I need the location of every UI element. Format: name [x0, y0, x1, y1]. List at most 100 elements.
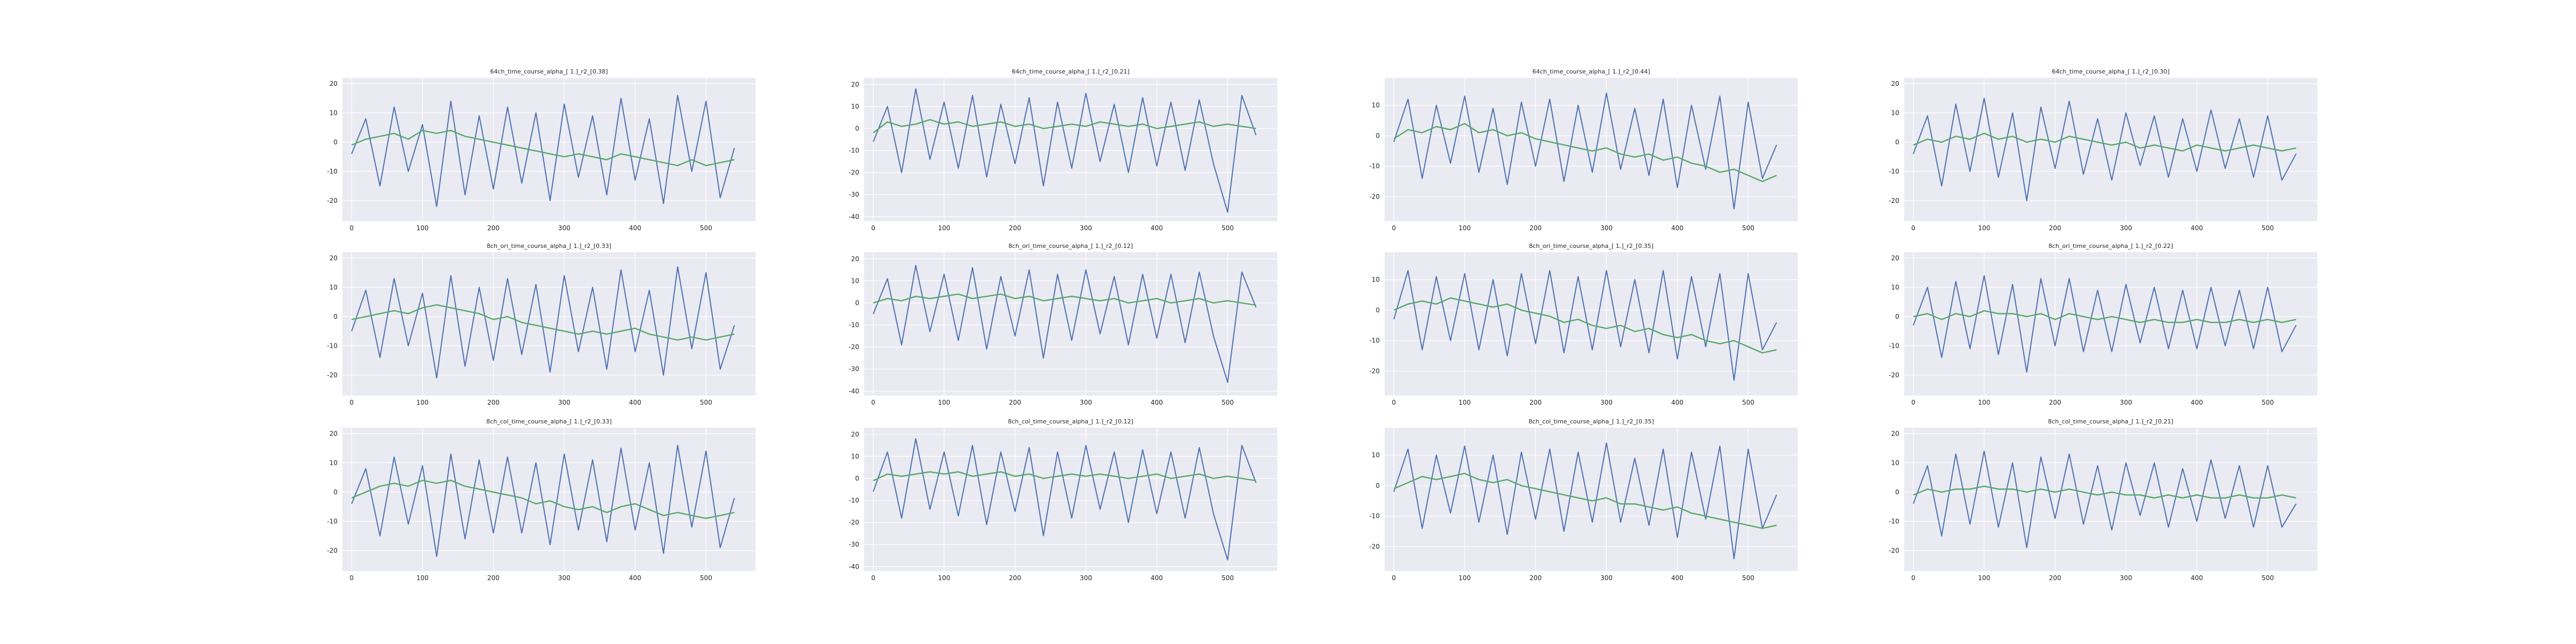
y-tick-label: 10 [330, 109, 338, 116]
plot-area [864, 252, 1277, 396]
x-tick-label: 400 [1151, 574, 1163, 582]
x-tick-label: 200 [487, 224, 500, 232]
subplot-4: 0 100 200 300 400 500 -20 -10 0 10 20 64ch_time_cou… [1872, 66, 2323, 237]
x-tick-label: 300 [1080, 399, 1092, 406]
subplot-svg: 0 100 200 300 400 500 -40 -30 -20 -10 0 10 20 8ch_col… [848, 418, 1277, 582]
y-tick-label: 10 [1372, 101, 1380, 109]
subplot-title: 8ch_col_time_course_alpha_[ 1.]_r2_[0.12… [1008, 418, 1133, 425]
y-tick-label: 10 [851, 103, 859, 110]
x-tick-label: 100 [1978, 224, 1990, 232]
y-tick-label: -30 [848, 541, 859, 548]
x-tick-label: 0 [871, 399, 875, 406]
y-tick-label: -10 [1889, 342, 1899, 349]
subplot-title: 8ch_col_time_course_alpha_[ 1.]_r2_[0.21… [2048, 418, 2174, 425]
y-tick-label: -40 [848, 213, 859, 221]
x-tick-label: 0 [871, 574, 875, 582]
y-tick-label: -20 [1889, 197, 1899, 204]
x-tick-label: 500 [1221, 574, 1234, 582]
x-tick-label: 100 [1459, 399, 1471, 406]
x-tick-label: 400 [629, 224, 641, 232]
series-line-2 [1393, 297, 1777, 354]
x-tick-label: 400 [2191, 399, 2203, 406]
y-tick-label: -20 [327, 371, 338, 379]
x-tick-label: 300 [2120, 574, 2132, 582]
subplot-9: 0 100 200 300 400 500 -20 -10 0 10 20 8ch_col_time_… [310, 416, 761, 587]
y-tick-label: -10 [848, 147, 859, 155]
y-tick-label: -40 [848, 563, 859, 570]
plot-area [1385, 78, 1798, 221]
y-tick-label: -20 [327, 197, 338, 204]
x-tick-label: 0 [1392, 399, 1396, 406]
y-tick-label: 0 [855, 125, 859, 132]
x-tick-label: 100 [1978, 574, 1990, 582]
x-tick-label: 400 [2191, 224, 2203, 232]
series-line-1 [1393, 270, 1777, 381]
series-line-1 [873, 88, 1257, 213]
subplot-title: 8ch_col_time_course_alpha_[ 1.]_r2_[0.35… [1528, 418, 1654, 425]
x-tick-label: 100 [1459, 574, 1471, 582]
subplot-2: 0 100 200 300 400 500 -40 -30 -20 -10 0 10 20 64ch_ti… [832, 66, 1283, 237]
subplot-3: 0 100 200 300 400 500 -20 -10 0 10 64ch_time_cours… [1352, 66, 1803, 237]
series-line-1 [1913, 275, 2297, 373]
x-tick-label: 500 [700, 224, 712, 232]
subplot-svg: 0 100 200 300 400 500 -20 -10 0 10 20 8ch_ori_time_… [327, 243, 756, 406]
y-tick-label: 0 [333, 488, 338, 496]
y-tick-label: -10 [327, 517, 338, 525]
subplot-5: 0 100 200 300 400 500 -20 -10 0 10 20 8ch_ori_time_… [310, 240, 761, 412]
y-tick-label: 20 [851, 255, 859, 262]
subplot-svg: 0 100 200 300 400 500 -20 -10 0 10 64ch_time_cours… [1369, 68, 1798, 232]
y-tick-label: 0 [1375, 132, 1380, 140]
y-tick-label: -10 [848, 497, 859, 504]
x-tick-label: 400 [1151, 224, 1163, 232]
subplot-title: 8ch_ori_time_course_alpha_[ 1.]_r2_[0.22… [2048, 243, 2173, 250]
subplot-title: 64ch_time_course_alpha_[ 1.]_r2_[0.44] [1532, 68, 1650, 75]
x-tick-label: 100 [1459, 224, 1471, 232]
y-tick-label: -10 [1369, 163, 1380, 170]
plot-area [1385, 428, 1798, 571]
subplot-11: 0 100 200 300 400 500 -20 -10 0 10 8ch_col_time_co… [1352, 416, 1803, 587]
y-tick-label: -20 [1369, 543, 1380, 551]
subplot-7: 0 100 200 300 400 500 -20 -10 0 10 8ch_ori_time_co… [1352, 240, 1803, 412]
series-line-1 [873, 438, 1257, 561]
x-tick-label: 300 [558, 224, 570, 232]
x-tick-label: 500 [700, 574, 712, 582]
y-tick-label: 0 [1375, 306, 1380, 314]
x-tick-label: 100 [938, 224, 950, 232]
y-tick-label: -40 [848, 387, 859, 395]
x-tick-label: 100 [416, 399, 429, 406]
x-tick-label: 200 [1529, 399, 1542, 406]
y-tick-label: 20 [1891, 430, 1899, 437]
x-tick-label: 300 [2120, 399, 2132, 406]
subplot-svg: 0 100 200 300 400 500 -20 -10 0 10 8ch_col_time_co… [1369, 418, 1798, 582]
y-tick-label: 20 [1891, 80, 1899, 87]
x-tick-label: 200 [2049, 224, 2061, 232]
y-tick-label: -20 [848, 519, 859, 526]
y-tick-label: -10 [1369, 513, 1380, 520]
plot-area [1385, 252, 1798, 396]
y-tick-label: -20 [1369, 193, 1380, 201]
y-tick-label: -30 [848, 365, 859, 373]
subplot-6: 0 100 200 300 400 500 -40 -30 -20 -10 0 10 20 8ch_ori… [832, 240, 1283, 412]
x-tick-label: 500 [1742, 574, 1754, 582]
subplot-title: 64ch_time_course_alpha_[ 1.]_r2_[0.38] [490, 68, 608, 75]
plot-area [864, 78, 1277, 221]
series-line-2 [351, 304, 735, 341]
series-line-2 [1913, 310, 2296, 323]
plot-area [1904, 252, 2317, 396]
y-tick-label: 10 [851, 452, 859, 460]
x-tick-label: 0 [871, 224, 875, 232]
x-tick-label: 100 [938, 399, 950, 406]
y-tick-label: -10 [1369, 337, 1380, 345]
x-tick-label: 500 [1221, 399, 1234, 406]
x-tick-label: 200 [1009, 224, 1021, 232]
y-tick-label: 20 [330, 254, 338, 262]
y-tick-label: -10 [1889, 167, 1899, 175]
x-tick-label: 500 [1742, 399, 1754, 406]
subplot-svg: 0 100 200 300 400 500 -20 -10 0 10 8ch_ori_time_co… [1369, 243, 1798, 406]
plot-area [342, 428, 756, 571]
x-tick-label: 500 [1221, 224, 1234, 232]
x-tick-label: 200 [1009, 399, 1021, 406]
x-tick-label: 300 [1600, 574, 1613, 582]
subplot-8: 0 100 200 300 400 500 -20 -10 0 10 20 8ch_ori_time_… [1872, 240, 2323, 412]
